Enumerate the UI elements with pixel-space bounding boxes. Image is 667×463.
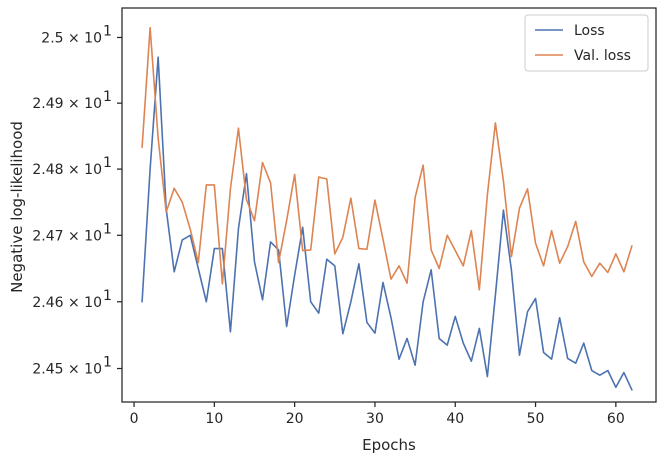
y-tick-exponent: 1 [103,221,112,237]
x-tick-label: 10 [205,411,223,427]
plot-frame [121,7,657,403]
x-tick-label: 50 [527,411,545,427]
y-tick-exponent: 1 [103,288,112,304]
x-tick-label: 20 [286,411,304,427]
y-axis-ticks: 2.45 × 10 12.46 × 10 12.47 × 10 12.48 × 10 1… [32,23,122,378]
y-tick-label: 2.49 × 10 [32,96,102,112]
legend-label-val-loss: Val. loss [574,48,631,64]
y-tick-exponent: 1 [103,23,112,39]
legend-label-loss: Loss [574,23,605,39]
y-axis-label: Negative log-likelihood [8,121,26,293]
y-tick-exponent: 1 [103,89,112,105]
x-tick-label: 0 [130,411,139,427]
series-line-val-loss [141,26,633,291]
y-tick-label: 2.46 × 10 [32,295,102,311]
y-tick-label: 2.47 × 10 [32,228,102,244]
series-lines [141,26,633,391]
legend: Loss Val. loss [524,14,649,72]
x-axis-label: Epochs [362,436,416,454]
legend-box [524,14,649,72]
y-tick-exponent: 1 [103,355,112,371]
y-tick-label: 2.45 × 10 [32,362,102,378]
x-tick-label: 60 [607,411,625,427]
x-tick-label: 30 [366,411,384,427]
x-tick-label: 40 [446,411,464,427]
plot-area [122,8,656,402]
y-tick-label: 2.48 × 10 [32,162,102,178]
y-tick-label: 2.5 × 10 [41,30,102,46]
y-tick-exponent: 1 [103,155,112,171]
x-axis-ticks: 0 10 20 30 40 50 60 [130,402,625,427]
